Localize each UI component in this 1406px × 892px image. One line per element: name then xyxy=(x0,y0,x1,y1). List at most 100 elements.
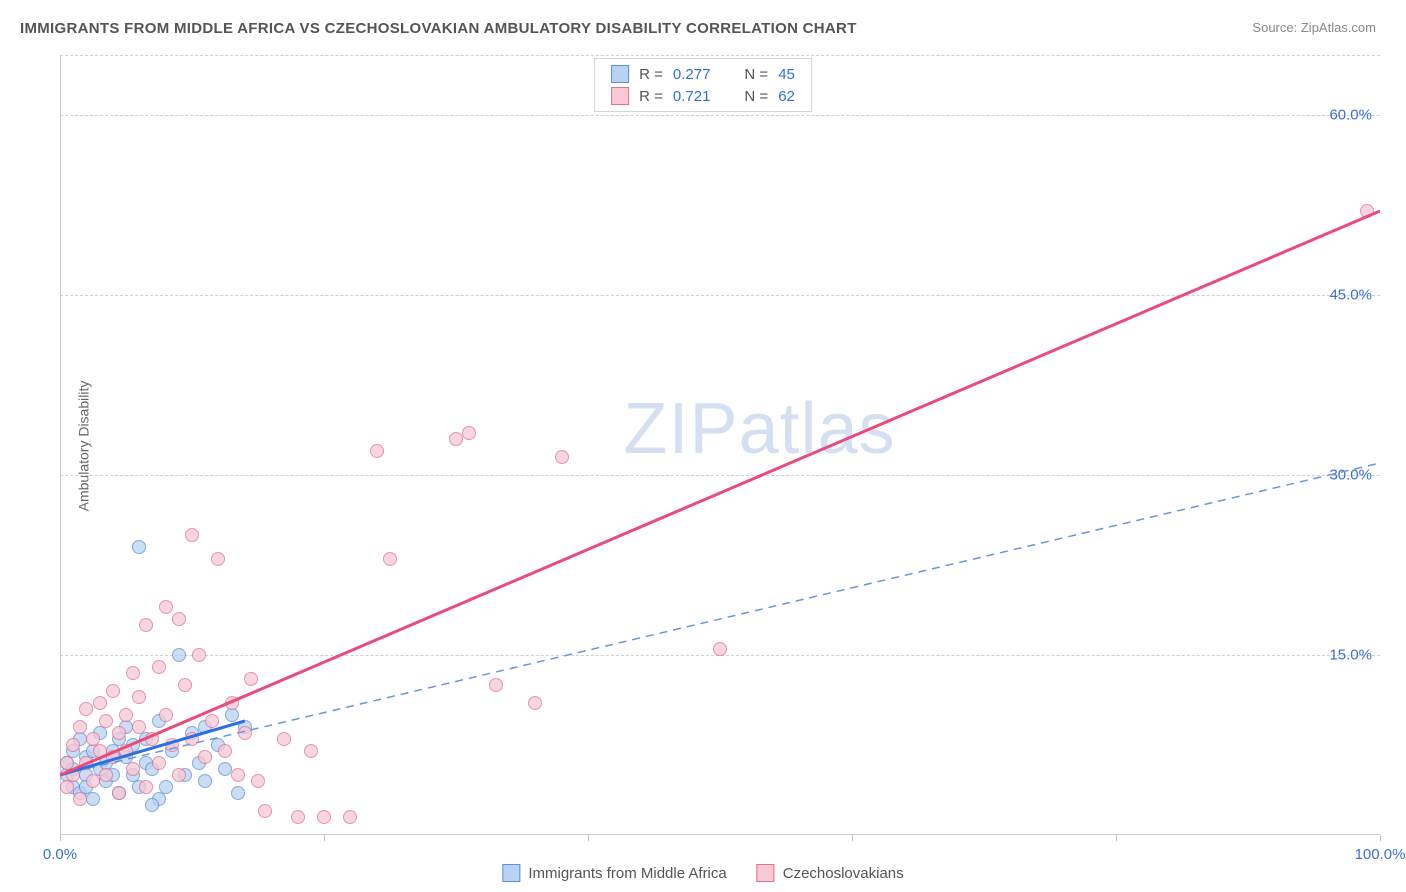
scatter-point xyxy=(172,768,186,782)
y-tick-label: 45.0% xyxy=(1329,287,1372,304)
legend-series-item: Immigrants from Middle Africa xyxy=(502,864,726,882)
scatter-point xyxy=(370,444,384,458)
scatter-point xyxy=(172,612,186,626)
x-tick-label: 0.0% xyxy=(43,846,77,863)
watermark: ZIPatlas xyxy=(624,388,896,470)
grid-line xyxy=(60,55,1380,56)
legend-swatch xyxy=(611,65,629,83)
chart-plot-area: ZIPatlas 15.0%30.0%45.0%60.0%0.0%100.0% xyxy=(60,55,1380,835)
legend-series: Immigrants from Middle Africa Czechoslova… xyxy=(502,864,903,882)
scatter-point xyxy=(93,744,107,758)
scatter-point xyxy=(159,708,173,722)
scatter-point xyxy=(231,768,245,782)
y-tick-label: 60.0% xyxy=(1329,107,1372,124)
scatter-point xyxy=(317,810,331,824)
scatter-point xyxy=(119,744,133,758)
x-tick-mark xyxy=(324,835,325,841)
scatter-point xyxy=(277,732,291,746)
legend-correlation-box: R = 0.277 N = 45 R = 0.721 N = 62 xyxy=(594,58,812,112)
x-tick-mark xyxy=(1116,835,1117,841)
x-tick-label: 100.0% xyxy=(1355,846,1406,863)
legend-series-label: Czechoslovakians xyxy=(783,865,904,882)
x-tick-mark xyxy=(60,835,61,841)
legend-n-value: 62 xyxy=(778,88,795,105)
scatter-point xyxy=(462,426,476,440)
scatter-point xyxy=(555,450,569,464)
scatter-point xyxy=(198,750,212,764)
watermark-atlas: atlas xyxy=(739,389,896,469)
legend-swatch xyxy=(502,864,520,882)
scatter-point xyxy=(145,732,159,746)
scatter-point xyxy=(73,792,87,806)
legend-series-item: Czechoslovakians xyxy=(757,864,904,882)
scatter-point xyxy=(126,762,140,776)
chart-title: IMMIGRANTS FROM MIDDLE AFRICA VS CZECHOS… xyxy=(20,20,857,37)
scatter-point xyxy=(172,648,186,662)
source-value: ZipAtlas.com xyxy=(1301,20,1376,35)
scatter-point xyxy=(383,552,397,566)
scatter-point xyxy=(126,666,140,680)
scatter-point xyxy=(159,600,173,614)
scatter-point xyxy=(145,798,159,812)
source-label: Source: xyxy=(1252,20,1297,35)
scatter-point xyxy=(205,714,219,728)
scatter-point xyxy=(343,810,357,824)
scatter-point xyxy=(218,762,232,776)
scatter-point xyxy=(119,708,133,722)
x-tick-mark xyxy=(852,835,853,841)
grid-line xyxy=(60,115,1380,116)
scatter-point xyxy=(192,648,206,662)
legend-n-label: N = xyxy=(744,88,768,105)
x-tick-mark xyxy=(588,835,589,841)
scatter-point xyxy=(225,696,239,710)
scatter-point xyxy=(79,756,93,770)
trend-lines-layer xyxy=(60,55,1380,835)
scatter-point xyxy=(244,672,258,686)
legend-swatch xyxy=(757,864,775,882)
scatter-point xyxy=(251,774,265,788)
scatter-point xyxy=(106,684,120,698)
legend-n-label: N = xyxy=(744,66,768,83)
legend-r-label: R = xyxy=(639,66,663,83)
grid-line xyxy=(60,475,1380,476)
scatter-point xyxy=(66,738,80,752)
legend-swatch xyxy=(611,87,629,105)
watermark-zip: ZIP xyxy=(624,389,739,469)
scatter-point xyxy=(93,696,107,710)
legend-series-label: Immigrants from Middle Africa xyxy=(528,865,726,882)
legend-r-label: R = xyxy=(639,88,663,105)
scatter-point xyxy=(159,780,173,794)
scatter-point xyxy=(231,786,245,800)
scatter-point xyxy=(99,714,113,728)
y-tick-label: 15.0% xyxy=(1329,647,1372,664)
scatter-point xyxy=(185,528,199,542)
legend-n-value: 45 xyxy=(778,66,795,83)
scatter-point xyxy=(99,768,113,782)
scatter-point xyxy=(1360,204,1374,218)
scatter-point xyxy=(86,774,100,788)
scatter-point xyxy=(60,780,74,794)
scatter-point xyxy=(258,804,272,818)
source-attribution: Source: ZipAtlas.com xyxy=(1252,20,1376,35)
legend-correlation-row: R = 0.721 N = 62 xyxy=(611,87,795,105)
legend-r-value: 0.721 xyxy=(673,88,711,105)
legend-correlation-row: R = 0.277 N = 45 xyxy=(611,65,795,83)
scatter-point xyxy=(304,744,318,758)
scatter-point xyxy=(132,690,146,704)
scatter-point xyxy=(178,678,192,692)
scatter-point xyxy=(112,726,126,740)
scatter-point xyxy=(112,786,126,800)
scatter-point xyxy=(66,768,80,782)
scatter-point xyxy=(225,708,239,722)
scatter-point xyxy=(139,780,153,794)
scatter-point xyxy=(218,744,232,758)
scatter-point xyxy=(185,732,199,746)
scatter-point xyxy=(152,660,166,674)
legend-r-value: 0.277 xyxy=(673,66,711,83)
scatter-point xyxy=(211,552,225,566)
y-tick-label: 30.0% xyxy=(1329,467,1372,484)
scatter-point xyxy=(86,792,100,806)
y-axis-line xyxy=(60,55,61,835)
x-axis-line xyxy=(60,834,1380,835)
scatter-point xyxy=(73,720,87,734)
